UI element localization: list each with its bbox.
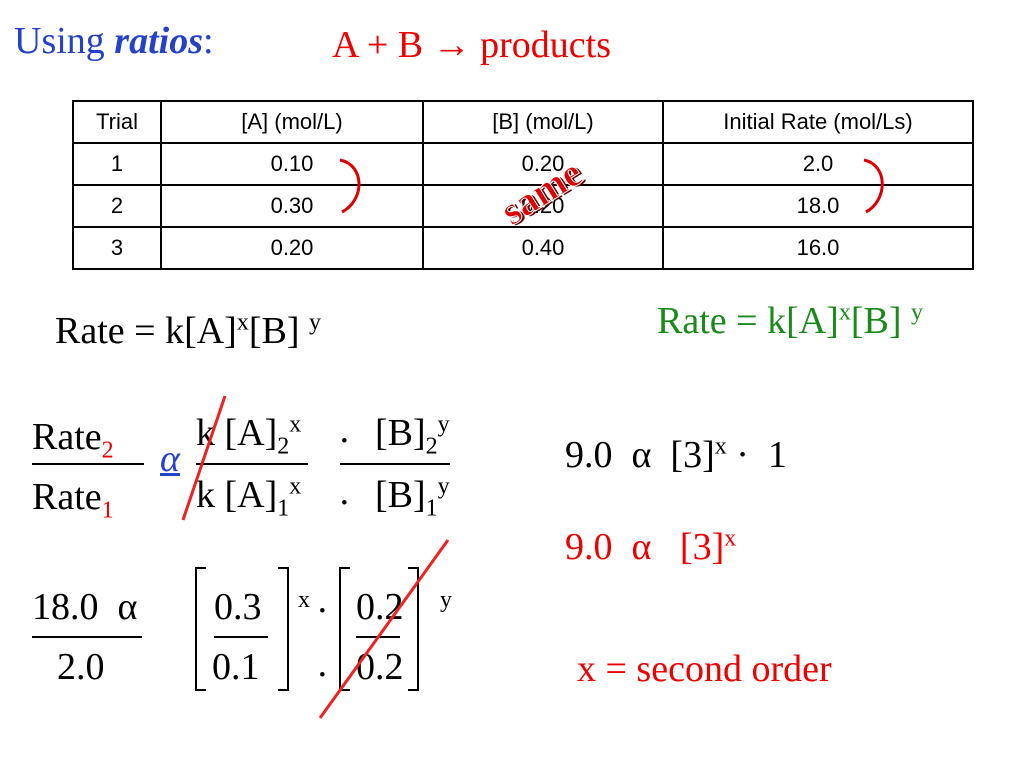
subscript: 1: [277, 495, 290, 522]
dot: ·: [316, 654, 329, 696]
numeric-a-den: 0.1: [212, 646, 260, 688]
title-prefix: Using: [14, 20, 115, 62]
numeric-b-den: 0.2: [356, 646, 404, 688]
header-cell: [B] (mol/L): [422, 100, 664, 144]
cell: 0.20: [422, 184, 664, 228]
text: [B]: [248, 310, 309, 352]
subscript: 2: [101, 437, 114, 464]
bracket: [278, 567, 289, 691]
fraction-bar: [32, 636, 142, 638]
ratio-num-a: k [A]2x: [196, 411, 302, 458]
fraction-bar: [340, 463, 450, 465]
row: 1 0.10 0.20 2.0: [72, 142, 974, 186]
relation: α: [160, 438, 180, 480]
title-emphasis: ratios: [114, 20, 203, 62]
exponent: x: [724, 525, 737, 552]
cell: 0.10: [160, 142, 424, 186]
ratio-num-left: Rate2: [32, 416, 114, 463]
result-1: 9.0 α [3]x · 1: [565, 433, 787, 476]
text: 9.0 α [3]: [565, 434, 715, 476]
numeric-num-left: 18.0 α: [32, 586, 138, 628]
exponent: x: [298, 587, 310, 613]
numeric-a-num: 0.3: [214, 586, 262, 628]
text: Rate: [32, 476, 102, 518]
subscript: 2: [277, 433, 290, 460]
title: Using ratios:: [14, 22, 214, 60]
text: [B]: [375, 474, 426, 516]
exponent: y: [440, 587, 452, 613]
text: Rate = k[A]: [55, 310, 237, 352]
dot: ·: [316, 590, 329, 632]
row: 3 0.20 0.40 16.0: [72, 226, 974, 270]
dot: ·: [736, 434, 749, 476]
exponent: y: [437, 411, 450, 438]
text: Rate: [32, 416, 102, 458]
cell: 0.30: [160, 184, 424, 228]
text: [B]: [375, 412, 426, 454]
cell: 0.20: [422, 142, 664, 186]
header-cell: Initial Rate (mol/Ls): [662, 100, 974, 144]
header-cell: [A] (mol/L): [160, 100, 424, 144]
fraction-bar: [214, 636, 268, 638]
ratio-den-b: [B]1y: [375, 473, 450, 520]
row: 2 0.30 0.20 18.0: [72, 184, 974, 228]
subscript: 2: [425, 433, 438, 460]
cell: 2: [72, 184, 162, 228]
exponent: x: [714, 433, 727, 460]
conclusion: x = second order: [577, 648, 832, 690]
cell: 1: [72, 142, 162, 186]
cell: 16.0: [662, 226, 974, 270]
fraction-bar: [32, 463, 144, 465]
numeric-b-num: 0.2: [356, 586, 404, 628]
dot: ·: [338, 482, 351, 524]
ratio-den-a: k [A]1x: [196, 473, 302, 520]
cell: 0.40: [422, 226, 664, 270]
rate-law-right: Rate = k[A]x[B] y: [657, 299, 923, 342]
text: k [A]: [196, 412, 278, 454]
exponent: x: [236, 309, 249, 336]
strike: [318, 539, 450, 719]
bracket: [195, 567, 206, 691]
data-table: Trial [A] (mol/L) [B] (mol/L) Initial Ra…: [72, 100, 974, 270]
exponent: y: [308, 309, 321, 336]
exponent: x: [289, 473, 302, 500]
subscript: 1: [101, 497, 114, 524]
cell: 3: [72, 226, 162, 270]
subscript: 1: [425, 495, 438, 522]
bracket: [339, 567, 350, 691]
result-2: 9.0 α [3]x: [565, 525, 737, 568]
header-row: Trial [A] (mol/L) [B] (mol/L) Initial Ra…: [72, 100, 974, 144]
text: [B]: [850, 300, 911, 342]
exponent: x: [289, 411, 302, 438]
header-cell: Trial: [72, 100, 162, 144]
title-suffix: :: [203, 20, 214, 62]
reaction: A + B → products: [332, 24, 611, 66]
cell: 0.20: [160, 226, 424, 270]
cell: 2.0: [662, 142, 974, 186]
text: Rate = k[A]: [657, 300, 839, 342]
fraction-bar: [356, 636, 400, 638]
fraction-bar: [196, 463, 308, 465]
text: 1: [767, 434, 787, 476]
exponent: x: [838, 299, 851, 326]
dot: ·: [338, 420, 351, 462]
numeric-den-left: 2.0: [57, 646, 105, 688]
text: 9.0 α [3]: [565, 526, 725, 568]
exponent: y: [910, 299, 923, 326]
rate-law-left: Rate = k[A]x[B] y: [55, 309, 321, 352]
bracket: [408, 567, 419, 691]
ratio-den-left: Rate1: [32, 476, 114, 523]
cell: 18.0: [662, 184, 974, 228]
exponent: y: [437, 473, 450, 500]
ratio-num-b: [B]2y: [375, 411, 450, 458]
text: k [A]: [196, 474, 278, 516]
